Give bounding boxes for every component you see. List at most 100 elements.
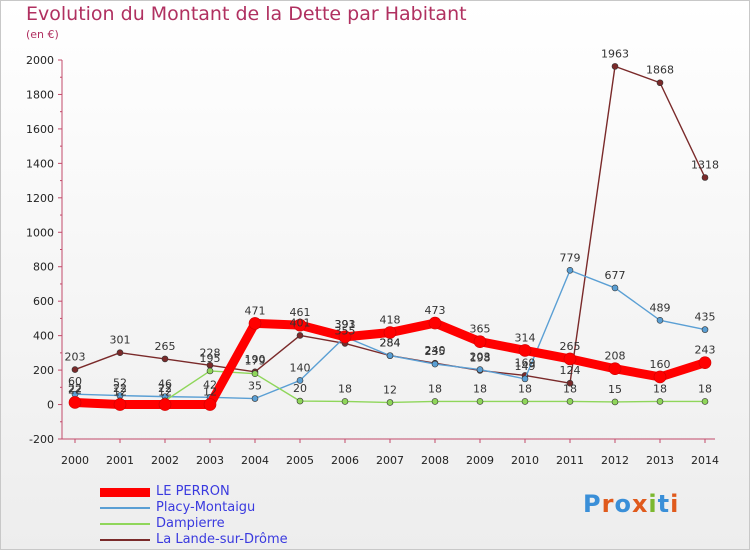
data-point: [248, 317, 262, 330]
x-tick-label: 2001: [106, 454, 134, 467]
data-point: [656, 317, 664, 324]
x-tick-label: 2003: [196, 454, 224, 467]
data-label: 35: [248, 380, 262, 393]
logo-letter: r: [601, 490, 615, 518]
data-point: [701, 326, 709, 333]
x-tick-label: 2009: [466, 454, 494, 467]
data-label: 235: [425, 345, 446, 358]
y-tick-label: 1000: [26, 226, 54, 239]
y-tick-label: 200: [33, 364, 54, 377]
data-label: 1868: [646, 64, 674, 77]
data-label: 401: [290, 316, 311, 329]
data-label: 18: [563, 382, 577, 395]
data-label: 190: [245, 353, 266, 366]
data-point: [653, 370, 667, 384]
data-label: 265: [560, 340, 581, 353]
data-label: 418: [380, 314, 401, 327]
data-point: [206, 367, 214, 375]
data-label: 46: [158, 378, 172, 391]
data-label: 149: [515, 360, 536, 373]
legend-label: La Lande-sur-Drôme: [156, 532, 288, 547]
data-point: [293, 318, 307, 332]
data-point: [521, 398, 529, 405]
logo-letter: i: [648, 490, 658, 518]
data-label: 20: [293, 382, 307, 395]
data-point: [611, 284, 619, 292]
data-label: 60: [68, 375, 82, 388]
data-label: 365: [470, 323, 491, 336]
data-label: 12: [383, 383, 397, 396]
data-point: [296, 377, 304, 384]
y-tick-label: 600: [33, 295, 54, 308]
data-point: [116, 349, 124, 356]
proxiti-logo: Proxiti: [583, 490, 679, 518]
data-label: 461: [290, 306, 311, 319]
data-point: [251, 395, 259, 402]
legend-label: Placy-Montaigu: [156, 500, 256, 515]
x-tick-label: 2004: [241, 454, 269, 467]
y-tick-label: 2000: [26, 54, 54, 67]
data-point: [428, 316, 442, 330]
data-label: 22: [113, 382, 127, 395]
data-point: [611, 63, 619, 70]
data-label: 228: [200, 346, 221, 359]
data-point: [611, 398, 619, 406]
y-tick-label: 0: [47, 399, 54, 412]
data-point: [386, 352, 394, 359]
data-point: [338, 330, 352, 344]
data-label: 15: [608, 383, 622, 396]
data-point: [476, 366, 484, 373]
data-point: [656, 79, 664, 87]
data-label: 198: [470, 351, 491, 364]
data-label: 12: [203, 386, 217, 399]
data-point: [341, 398, 349, 405]
data-point: [431, 360, 439, 368]
legend-swatch: [100, 487, 150, 497]
logo-letter: t: [657, 490, 671, 518]
data-point: [566, 379, 574, 387]
data-label: 393: [335, 318, 356, 331]
data-label: 169: [515, 356, 536, 369]
data-label: 677: [605, 269, 626, 282]
data-label: 140: [290, 361, 311, 374]
data-label: 301: [110, 334, 131, 347]
data-label: 314: [515, 331, 536, 344]
x-tick-label: 2012: [601, 454, 629, 467]
data-label: 179: [245, 355, 266, 368]
data-point: [563, 352, 577, 366]
data-label: 18: [653, 382, 667, 395]
data-label: 22: [158, 382, 172, 395]
data-label: 18: [698, 382, 712, 395]
logo-letter: P: [583, 490, 602, 518]
data-label: 18: [338, 382, 352, 395]
data-point: [296, 397, 304, 405]
data-label: 203: [65, 351, 86, 364]
chart-title: Evolution du Montant de la Dette par Hab…: [26, 3, 467, 25]
legend-swatch: [100, 539, 150, 541]
data-label: 355: [335, 324, 356, 337]
legend-swatch: [100, 507, 150, 509]
data-point: [518, 344, 532, 357]
data-point: [158, 398, 172, 411]
data-point: [566, 267, 574, 274]
data-point: [701, 398, 709, 405]
data-point: [113, 398, 127, 411]
data-label: 240: [425, 344, 446, 357]
data-label: 195: [200, 352, 221, 365]
data-label: 779: [560, 251, 581, 264]
logo-letter: x: [631, 490, 649, 518]
data-point: [701, 174, 709, 181]
data-point: [251, 370, 259, 378]
data-label: 18: [473, 382, 487, 395]
data-label: 203: [470, 351, 491, 364]
y-tick-label: 400: [33, 330, 54, 343]
data-label: 12: [158, 386, 172, 399]
data-label: 124: [560, 364, 581, 377]
data-label: 489: [650, 301, 671, 314]
data-label: 284: [380, 337, 401, 350]
data-label: 52: [113, 377, 127, 390]
y-tick-label: 1800: [26, 88, 54, 101]
x-tick-label: 2011: [556, 454, 584, 467]
data-label: 243: [695, 344, 716, 357]
